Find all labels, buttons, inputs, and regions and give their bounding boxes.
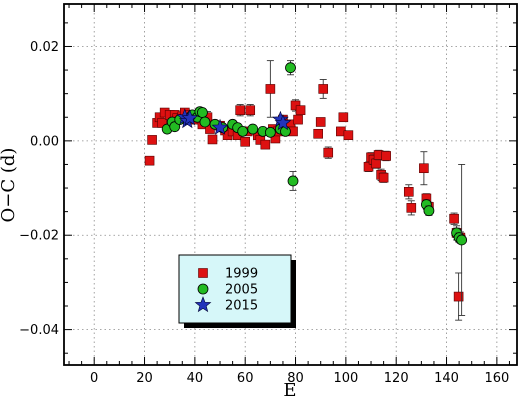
circle-point-2005 [247, 123, 259, 135]
x-tick-label: 20 [136, 371, 153, 386]
circle-point-2005 [264, 126, 276, 138]
x-tick-label: 0 [90, 371, 98, 386]
y-axis-title: O−C (d) [0, 148, 19, 223]
circle-point-2005 [287, 175, 299, 187]
square-point-1999 [406, 203, 417, 213]
square-point-1999 [449, 213, 459, 224]
data-series [144, 60, 468, 321]
square-point-1999 [419, 163, 429, 174]
square-point-1999 [371, 158, 381, 169]
circle-point-2005 [423, 205, 435, 217]
square-point-1999 [315, 117, 326, 127]
square-point-1999 [381, 151, 391, 161]
legend-marker-2015 [194, 296, 212, 313]
x-tick-label: 40 [187, 371, 204, 386]
y-tick-label: −0.04 [19, 323, 59, 338]
square-point-1999 [240, 136, 250, 147]
legend-label-1999: 1999 [225, 267, 258, 282]
circle-point-2005 [197, 107, 208, 118]
square-point-1999 [343, 130, 354, 140]
square-point-1999 [313, 128, 323, 139]
legend-label-2015: 2015 [225, 299, 258, 314]
x-tick-label: 140 [434, 371, 459, 386]
plot-frame [63, 3, 518, 366]
y-tick-label: 0.00 [30, 134, 59, 149]
x-tick-label: 160 [484, 371, 509, 386]
x-axis-title: E [283, 380, 296, 401]
square-point-1999 [144, 155, 155, 166]
circle-point-2005 [456, 234, 468, 246]
y-tick-label: 0.02 [30, 40, 59, 55]
series-2015 [176, 108, 292, 135]
square-point-1999 [323, 147, 334, 158]
circle-point-2005 [237, 126, 249, 137]
x-tick-label: 60 [237, 371, 254, 386]
square-point-1999 [338, 112, 349, 123]
x-tick-label: 100 [333, 371, 358, 386]
square-point-1999 [207, 134, 218, 145]
x-tick-label: 80 [287, 371, 304, 386]
star-point-2015 [211, 118, 229, 135]
square-point-1999 [378, 172, 389, 183]
square-point-1999 [318, 84, 329, 94]
square-point-1999 [293, 114, 303, 125]
square-point-1999 [260, 139, 271, 150]
y-tick-label: −0.02 [19, 229, 59, 244]
legend-marker-2005 [197, 283, 209, 295]
square-point-1999 [147, 135, 157, 145]
tick-labels: 0 20 40 60 80 100 120 140 160 −0.04 −0.02 0.00 0.02 [19, 40, 509, 386]
star-point-2015 [274, 114, 292, 131]
legend-label-2005: 2005 [225, 283, 258, 298]
square-point-1999 [245, 105, 256, 115]
x-tick-label: 120 [384, 371, 409, 386]
square-point-1999 [403, 187, 414, 197]
square-point-1999 [235, 105, 245, 115]
legend-marker-1999 [198, 268, 208, 278]
star-point-2015 [181, 109, 199, 126]
square-point-1999 [265, 84, 276, 94]
circle-point-2005 [285, 62, 296, 74]
square-point-1999 [453, 291, 464, 302]
square-point-1999 [295, 105, 306, 115]
circle-point-2005 [199, 116, 211, 128]
